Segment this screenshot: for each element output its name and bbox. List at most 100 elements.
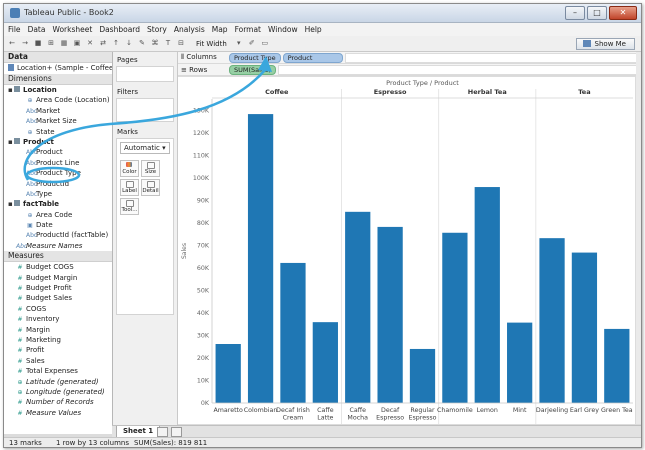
sort-asc-icon[interactable]: ↑ (113, 39, 119, 47)
abc-icon: Abc (16, 242, 28, 250)
forward-icon[interactable]: → (22, 39, 28, 47)
x-tick-label: Mint (513, 407, 527, 414)
field-product-line[interactable]: AbcProduct Line (4, 158, 112, 168)
rows-label: ≡ Rows (181, 65, 208, 74)
new-dashboard-icon[interactable] (171, 427, 182, 437)
abc-icon: Abc (26, 180, 38, 188)
sort-desc-icon[interactable]: ↓ (126, 39, 132, 47)
measure-budget-cogs[interactable]: # Budget COGS (4, 262, 112, 272)
close-button[interactable]: ✕ (609, 6, 637, 20)
color-button[interactable]: Color (120, 160, 139, 177)
group-location[interactable]: ▪ Location (8, 86, 57, 94)
number-icon: # (17, 316, 23, 324)
y-tick-label: 90K (197, 197, 210, 204)
field-measure-names[interactable]: AbcMeasure Names (4, 241, 112, 251)
field-state[interactable]: ⊕ State (4, 127, 112, 137)
vertical-scrollbar[interactable] (636, 52, 641, 424)
rows-pill-sum-sales[interactable]: SUM(Sales) (229, 64, 276, 75)
y-tick-label: 50K (197, 287, 210, 294)
menu-file[interactable]: File (8, 25, 21, 34)
group-header: Coffee (265, 88, 289, 96)
data-source[interactable]: Location+ (Sample - Coffee... (4, 63, 112, 74)
show-labels-icon[interactable]: ▾ (237, 39, 241, 47)
columns-pill-product[interactable]: Product (282, 52, 343, 63)
measure-measure-values[interactable]: # Measure Values (4, 408, 112, 418)
presentation-icon[interactable]: ▭ (261, 39, 269, 47)
detail-button[interactable]: Detail (141, 179, 160, 196)
field-area-code[interactable]: ⊕ Area Code (4, 210, 112, 220)
size-button[interactable]: Size (141, 160, 160, 177)
menu-story[interactable]: Story (147, 25, 167, 34)
measure-margin[interactable]: # Margin (4, 325, 112, 335)
field-productid[interactable]: AbcProductId (4, 179, 112, 189)
measure-inventory[interactable]: # Inventory (4, 314, 112, 324)
swap-icon[interactable]: ⇄ (100, 39, 106, 47)
bar (539, 238, 565, 403)
group-facttable[interactable]: ▪ factTable (8, 200, 60, 209)
maximize-button[interactable]: □ (587, 6, 607, 20)
clear-icon[interactable]: ✕ (87, 39, 93, 47)
menu-window[interactable]: Window (268, 25, 298, 34)
field-area-code-location[interactable]: ⊕ Area Code (Location) (4, 95, 112, 105)
measure-total-expenses[interactable]: # Total Expenses (4, 366, 112, 376)
menu-worksheet[interactable]: Worksheet (52, 25, 93, 34)
menu-dashboard[interactable]: Dashboard (99, 25, 141, 34)
field-market-size[interactable]: AbcMarket Size (4, 116, 112, 126)
window-title: Tableau Public - Book2 (24, 8, 114, 17)
save-icon[interactable]: ■ (34, 39, 42, 47)
columns-shelf-empty[interactable] (344, 52, 637, 63)
menu-map[interactable]: Map (211, 25, 228, 34)
field-product-type[interactable]: AbcProduct Type (4, 168, 112, 178)
field-market[interactable]: AbcMarket (4, 106, 112, 116)
measure-sales[interactable]: # Sales (4, 356, 112, 366)
measure-budget-margin[interactable]: # Budget Margin (4, 273, 112, 283)
highlight-icon[interactable]: ✎ (139, 39, 145, 47)
dimensions-list: ▪ Location ⊕ Area Code (Location) AbcMarke… (4, 85, 112, 251)
field-type[interactable]: AbcType (4, 189, 112, 199)
tooltip-button[interactable]: Tool... (120, 198, 139, 215)
mark-type-dropdown[interactable]: Automatic ▾ (120, 142, 170, 154)
pen-icon[interactable]: ✐ (248, 39, 255, 47)
duplicate-icon[interactable]: ▣ (73, 39, 81, 47)
pages-shelf[interactable] (116, 66, 174, 82)
minimize-button[interactable]: – (565, 6, 585, 20)
y-tick-label: 60K (197, 265, 210, 272)
menu-format[interactable]: Format (234, 25, 261, 34)
show-me-button[interactable]: Show Me (575, 38, 635, 50)
new-worksheet-icon[interactable] (157, 427, 168, 437)
rows-shelf-empty[interactable] (277, 64, 637, 75)
new-datasource-icon[interactable]: ⊞ (48, 39, 54, 47)
field-date[interactable]: ▣ Date (4, 220, 112, 230)
group-icon[interactable]: ⌘ (151, 39, 159, 47)
x-tick-label: Amaretto (213, 407, 243, 414)
new-sheet-icon[interactable]: ▦ (60, 39, 68, 47)
measure-budget-sales[interactable]: # Budget Sales (4, 293, 112, 303)
group-product[interactable]: ▪ Product (8, 137, 54, 146)
menu-data[interactable]: Data (27, 25, 46, 34)
y-tick-label: 70K (197, 242, 210, 249)
columns-shelf[interactable]: ⦀ Columns Product Type Product (178, 52, 637, 64)
field-productid-facttable[interactable]: AbcProductId (factTable) (4, 230, 112, 240)
measure-number-of-records[interactable]: # Number of Records (4, 397, 112, 407)
measure-latitude[interactable]: ⊕ Latitude (generated) (4, 377, 112, 387)
menu-help[interactable]: Help (304, 25, 322, 34)
measure-marketing[interactable]: # Marketing (4, 335, 112, 345)
measure-budget-profit[interactable]: # Budget Profit (4, 283, 112, 293)
measure-profit[interactable]: # Profit (4, 345, 112, 355)
measure-cogs[interactable]: # COGS (4, 304, 112, 314)
x-tick-label: Darjeeling (536, 407, 568, 414)
fix-axes-icon[interactable]: ⊟ (178, 39, 184, 47)
folder-icon (14, 200, 20, 207)
filters-shelf[interactable] (116, 98, 174, 122)
menu-analysis[interactable]: Analysis (173, 25, 205, 34)
group-header: Tea (578, 88, 590, 96)
rows-shelf[interactable]: ≡ Rows SUM(Sales) (178, 64, 637, 76)
back-icon[interactable]: ← (9, 39, 15, 47)
fit-dropdown[interactable]: Fit Width (196, 39, 227, 48)
label-icon[interactable]: T (165, 39, 171, 47)
columns-pill-product-type[interactable]: Product Type (229, 52, 281, 63)
measure-longitude[interactable]: ⊕ Longitude (generated) (4, 387, 112, 397)
number-icon: # (17, 368, 23, 376)
label-button[interactable]: Label (120, 179, 139, 196)
field-product[interactable]: AbcProduct (4, 147, 112, 157)
